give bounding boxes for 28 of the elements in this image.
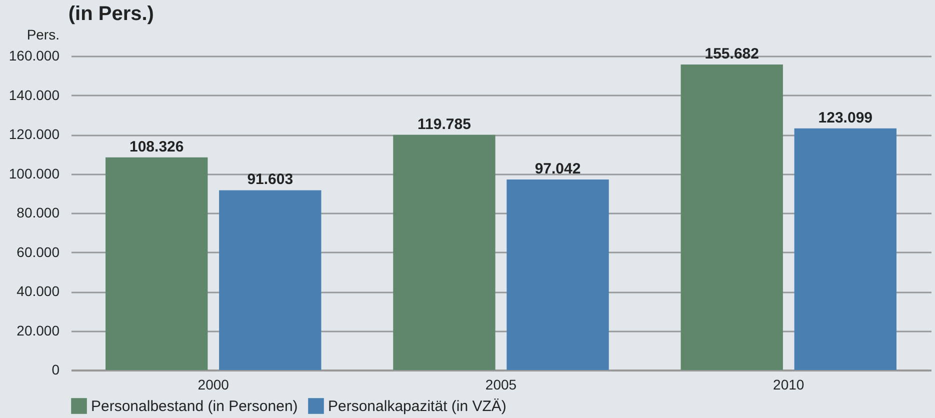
y-tick-label: 40.000 <box>16 283 60 299</box>
data-label: 119.785 <box>418 116 471 133</box>
y-tick-label: 80.000 <box>16 204 60 220</box>
y-tick-label: 160.000 <box>8 48 60 64</box>
bar <box>106 157 208 370</box>
legend-label: Personalbestand (in Personen) <box>91 398 298 415</box>
bar <box>794 128 896 370</box>
chart-title: (in Pers.) <box>68 3 154 25</box>
bar <box>219 190 322 370</box>
data-label: 123.099 <box>818 109 873 126</box>
y-tick-label: 100.000 <box>8 165 60 182</box>
bar <box>680 64 783 370</box>
y-axis-title: Pers. <box>26 26 60 42</box>
x-tick-label: 2010 <box>773 376 804 392</box>
data-label: 91.603 <box>247 171 294 188</box>
data-label: 108.326 <box>129 138 184 156</box>
y-tick-label: 140.000 <box>8 86 60 103</box>
x-tick-label: 2005 <box>485 376 517 392</box>
y-tick-label: 120.000 <box>8 126 60 142</box>
y-tick-label: 60.000 <box>16 244 60 260</box>
bar <box>506 180 609 370</box>
data-label: 155.682 <box>704 45 759 62</box>
y-tick-label: 0 <box>52 362 60 378</box>
data-label: 97.042 <box>534 160 581 178</box>
bar <box>393 134 496 370</box>
x-tick-label: 2000 <box>198 376 230 392</box>
legend-label: Personalkapazität (in VZÄ) <box>328 398 506 415</box>
y-tick-label: 20.000 <box>16 322 60 338</box>
